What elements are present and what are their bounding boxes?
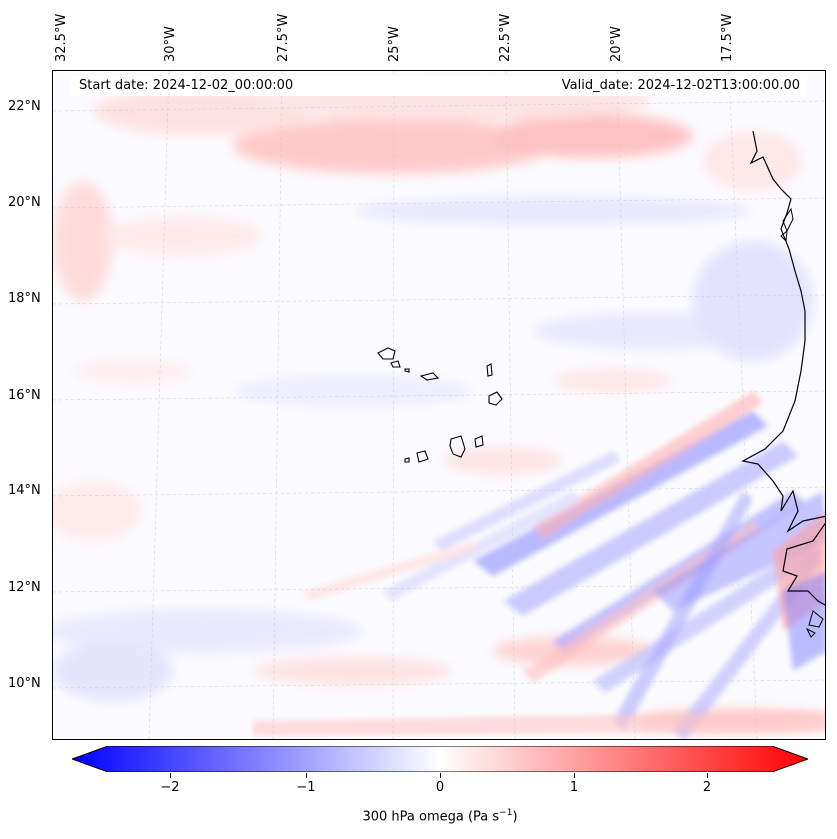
island-fogo <box>416 450 429 463</box>
island-maio <box>474 435 484 448</box>
map-panel <box>52 70 826 740</box>
island-sao-vicente <box>390 360 401 368</box>
lon-label-17-5w: 17.5°W <box>720 13 735 62</box>
valid-date-label: Valid_date: 2024-12-02T13:00:00.00 <box>561 78 800 93</box>
cb-tick-1 <box>574 773 575 778</box>
colorbar-title: 300 hPa omega (Pa s−1) <box>362 808 518 825</box>
cb-tick-m2 <box>170 773 171 778</box>
cb-label-1: 1 <box>569 780 579 795</box>
cb-tick-0 <box>440 773 441 778</box>
start-date-label: Start date: 2024-12-02_00:00:00 <box>79 78 294 93</box>
lat-label-18n: 18°N <box>8 291 41 306</box>
cb-tick-m1 <box>306 773 307 778</box>
header-strip <box>71 76 807 96</box>
lon-label-22-5w: 22.5°W <box>498 13 513 62</box>
island-santa-luzia <box>404 368 410 373</box>
lat-label-12n: 12°N <box>8 580 41 595</box>
island-santiago <box>449 435 466 458</box>
island-sao-nicolau <box>419 372 440 381</box>
lon-label-25w: 25°W <box>387 26 402 62</box>
lat-label-10n: 10°N <box>8 676 41 691</box>
island-santo-antao <box>377 347 396 360</box>
island-brava <box>404 457 410 463</box>
cb-tick-2 <box>707 773 708 778</box>
colorbar <box>72 746 808 772</box>
omega-field <box>53 71 825 739</box>
lat-label-16n: 16°N <box>8 388 41 403</box>
cb-label-2: 2 <box>702 780 712 795</box>
island-sal <box>486 363 493 377</box>
coastline <box>741 130 825 606</box>
lat-label-22n: 22°N <box>8 99 41 114</box>
cb-label-m2: −2 <box>160 780 180 795</box>
lat-label-14n: 14°N <box>8 483 41 498</box>
lon-label-30w: 30°W <box>163 26 178 62</box>
lon-label-20w: 20°W <box>609 26 624 62</box>
lon-label-32-5w: 32.5°W <box>54 13 69 62</box>
island-boa-vista <box>488 391 503 406</box>
lon-label-27-5w: 27.5°W <box>276 13 291 62</box>
lat-label-20n: 20°N <box>8 195 41 210</box>
cb-label-m1: −1 <box>296 780 316 795</box>
cb-label-0: 0 <box>435 780 445 795</box>
